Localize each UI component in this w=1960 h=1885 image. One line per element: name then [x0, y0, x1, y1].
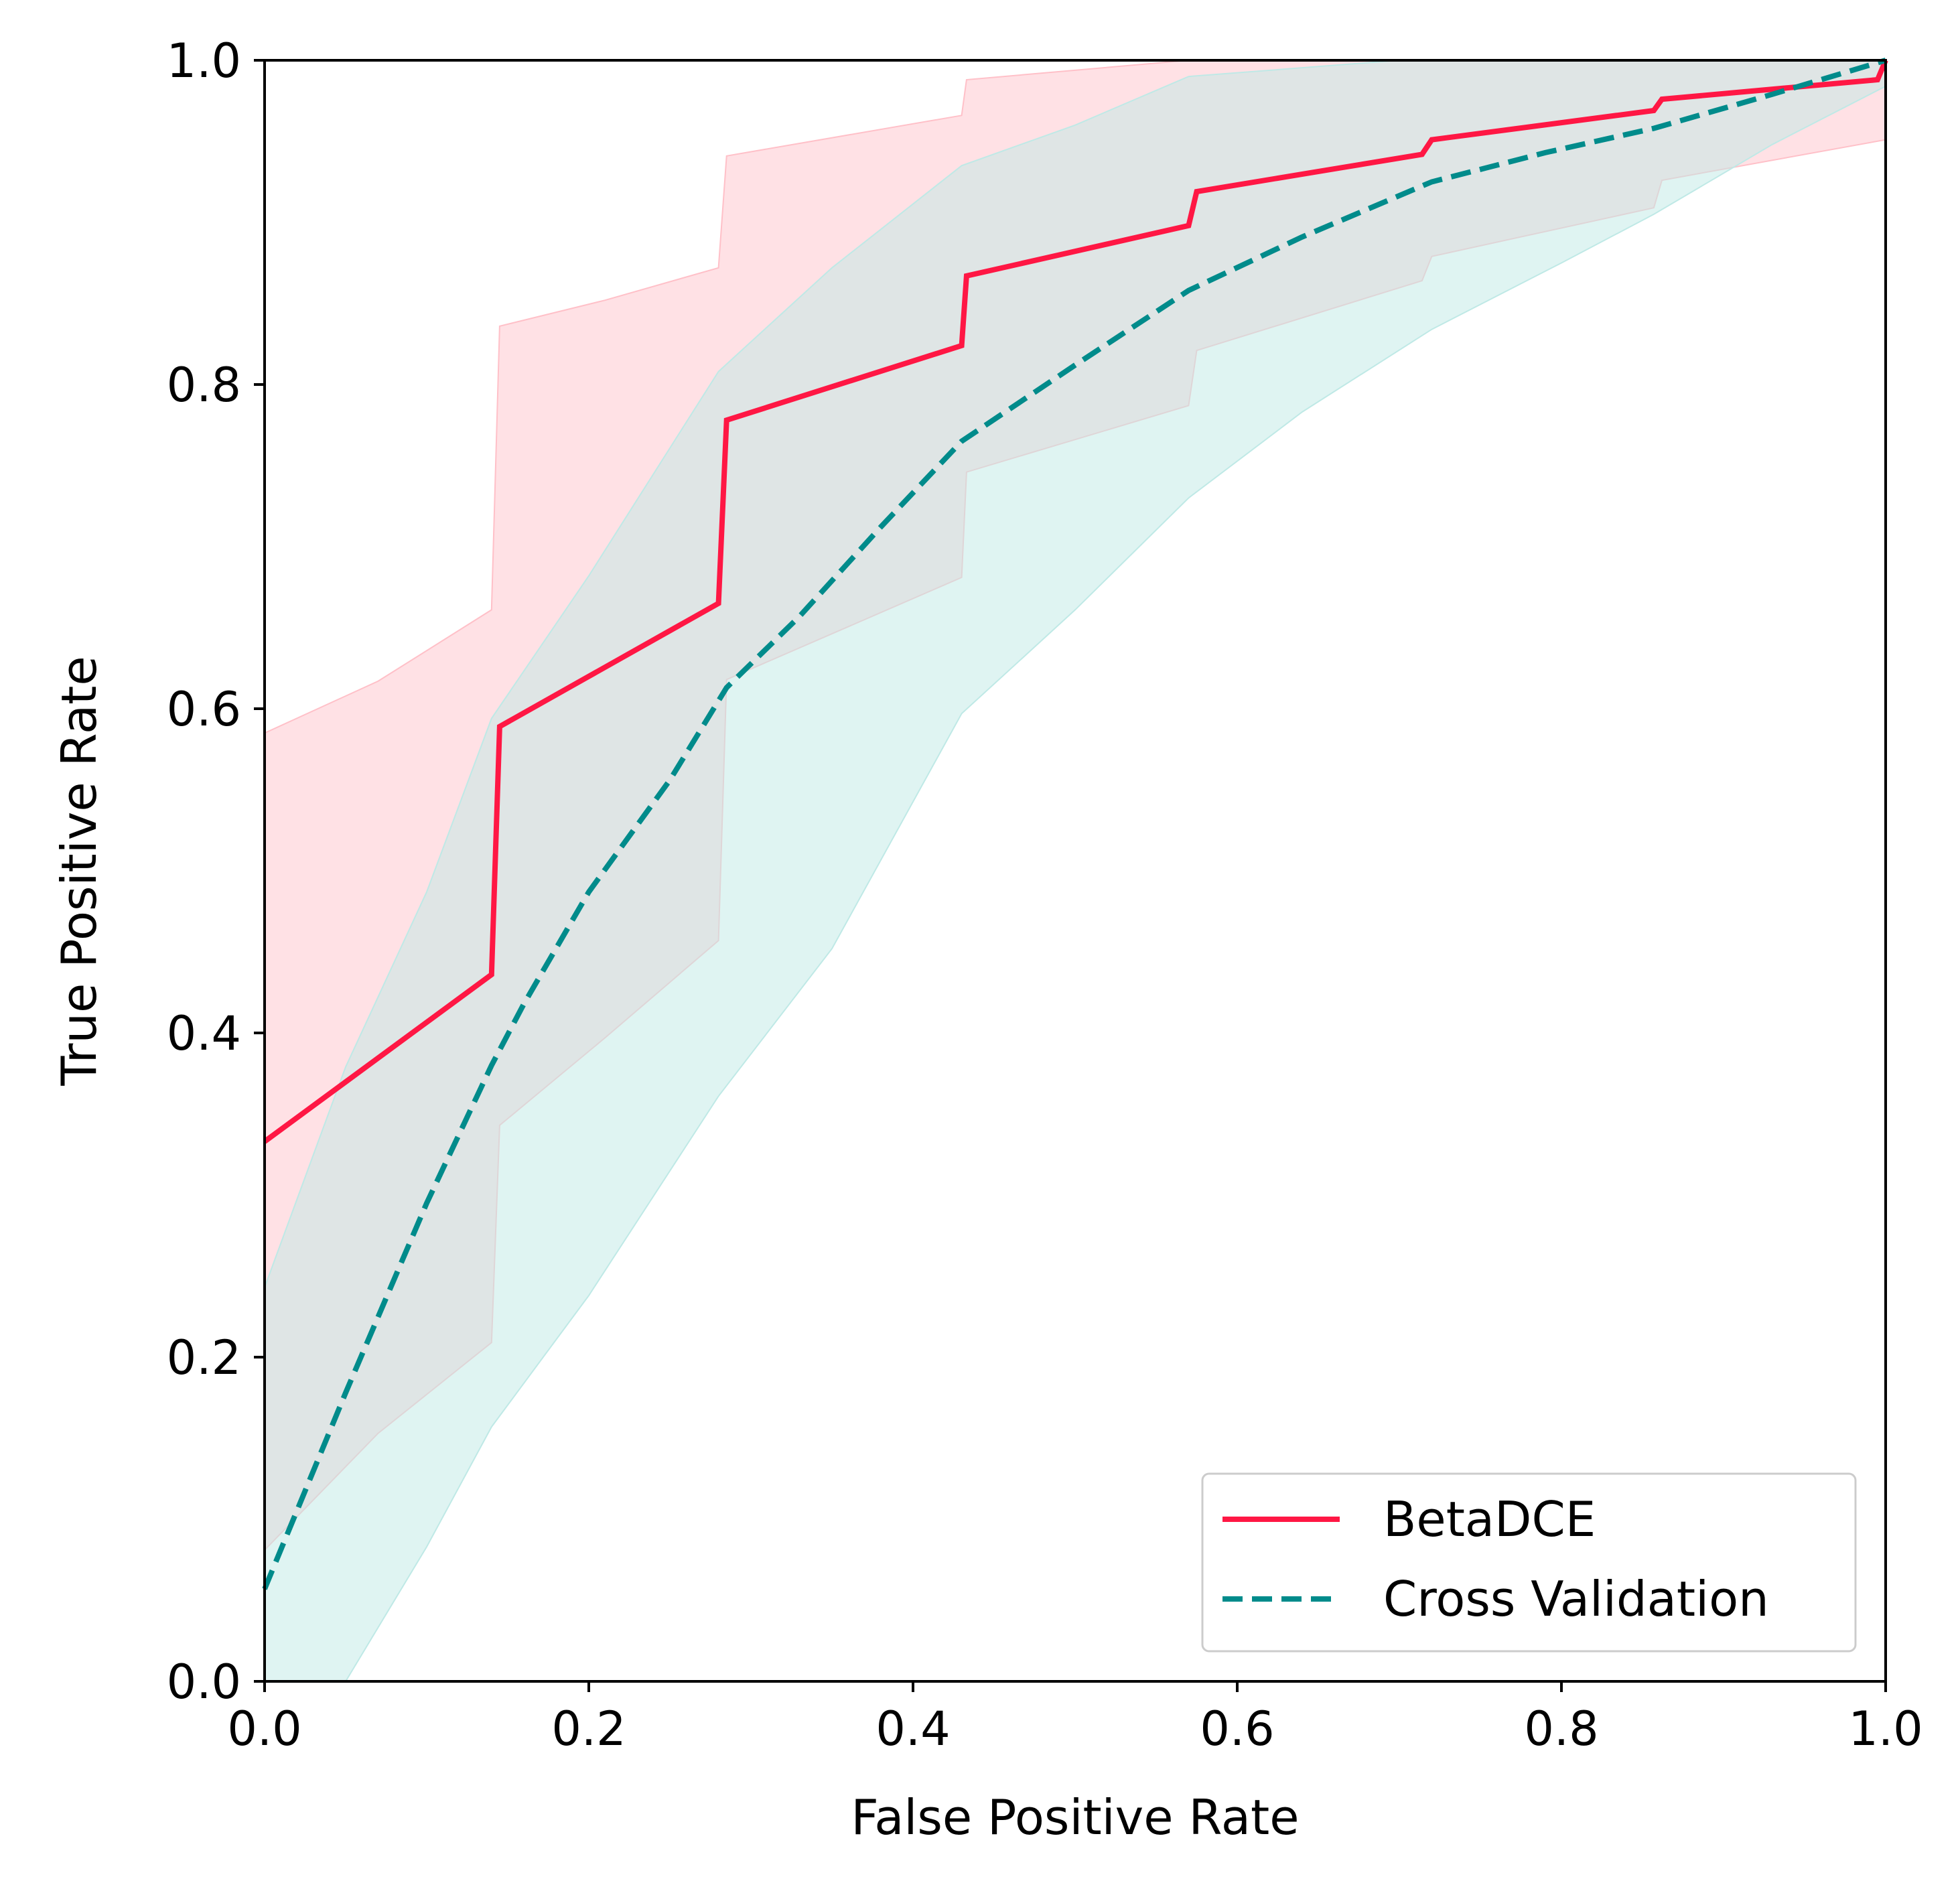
x-tick-label: 0.0: [227, 1701, 301, 1756]
x-tick-label: 0.6: [1200, 1701, 1274, 1756]
x-tick-label: 1.0: [1848, 1701, 1922, 1756]
series-line-0: [263, 59, 1888, 1144]
x-tick-label: 0.8: [1524, 1701, 1598, 1756]
y-tick-label: 1.0: [167, 33, 241, 88]
legend-label-betadce: BetaDCE: [1383, 1491, 1596, 1547]
series-lines: [262, 58, 1888, 1590]
y-tick-label: 0.2: [167, 1330, 241, 1385]
y-axis: 0.0 0.2 0.4 0.6 0.8 1.0: [167, 33, 265, 1709]
y-tick-label: 0.6: [167, 682, 241, 737]
x-axis: 0.0 0.2 0.4 0.6 0.8 1.0: [227, 1681, 1923, 1756]
legend-box: [1201, 1472, 1857, 1653]
plot-frame: [263, 59, 1887, 1683]
confidence-band-1: [265, 60, 1886, 1681]
y-tick-label: 0.0: [167, 1655, 241, 1709]
legend-label-cross-validation: Cross Validation: [1383, 1571, 1769, 1627]
y-tick-label: 0.4: [167, 1006, 241, 1061]
x-tick-label: 0.2: [551, 1701, 626, 1756]
x-axis-title: False Positive Rate: [851, 1789, 1299, 1845]
y-tick-label: 0.8: [167, 358, 241, 413]
confidence-bands: [265, 60, 1886, 1681]
series-line-1: [262, 58, 1887, 1590]
y-axis-title: True Positive Rate: [51, 656, 107, 1086]
x-tick-label: 0.4: [876, 1701, 950, 1756]
legend: BetaDCE Cross Validation: [1201, 1472, 1857, 1653]
